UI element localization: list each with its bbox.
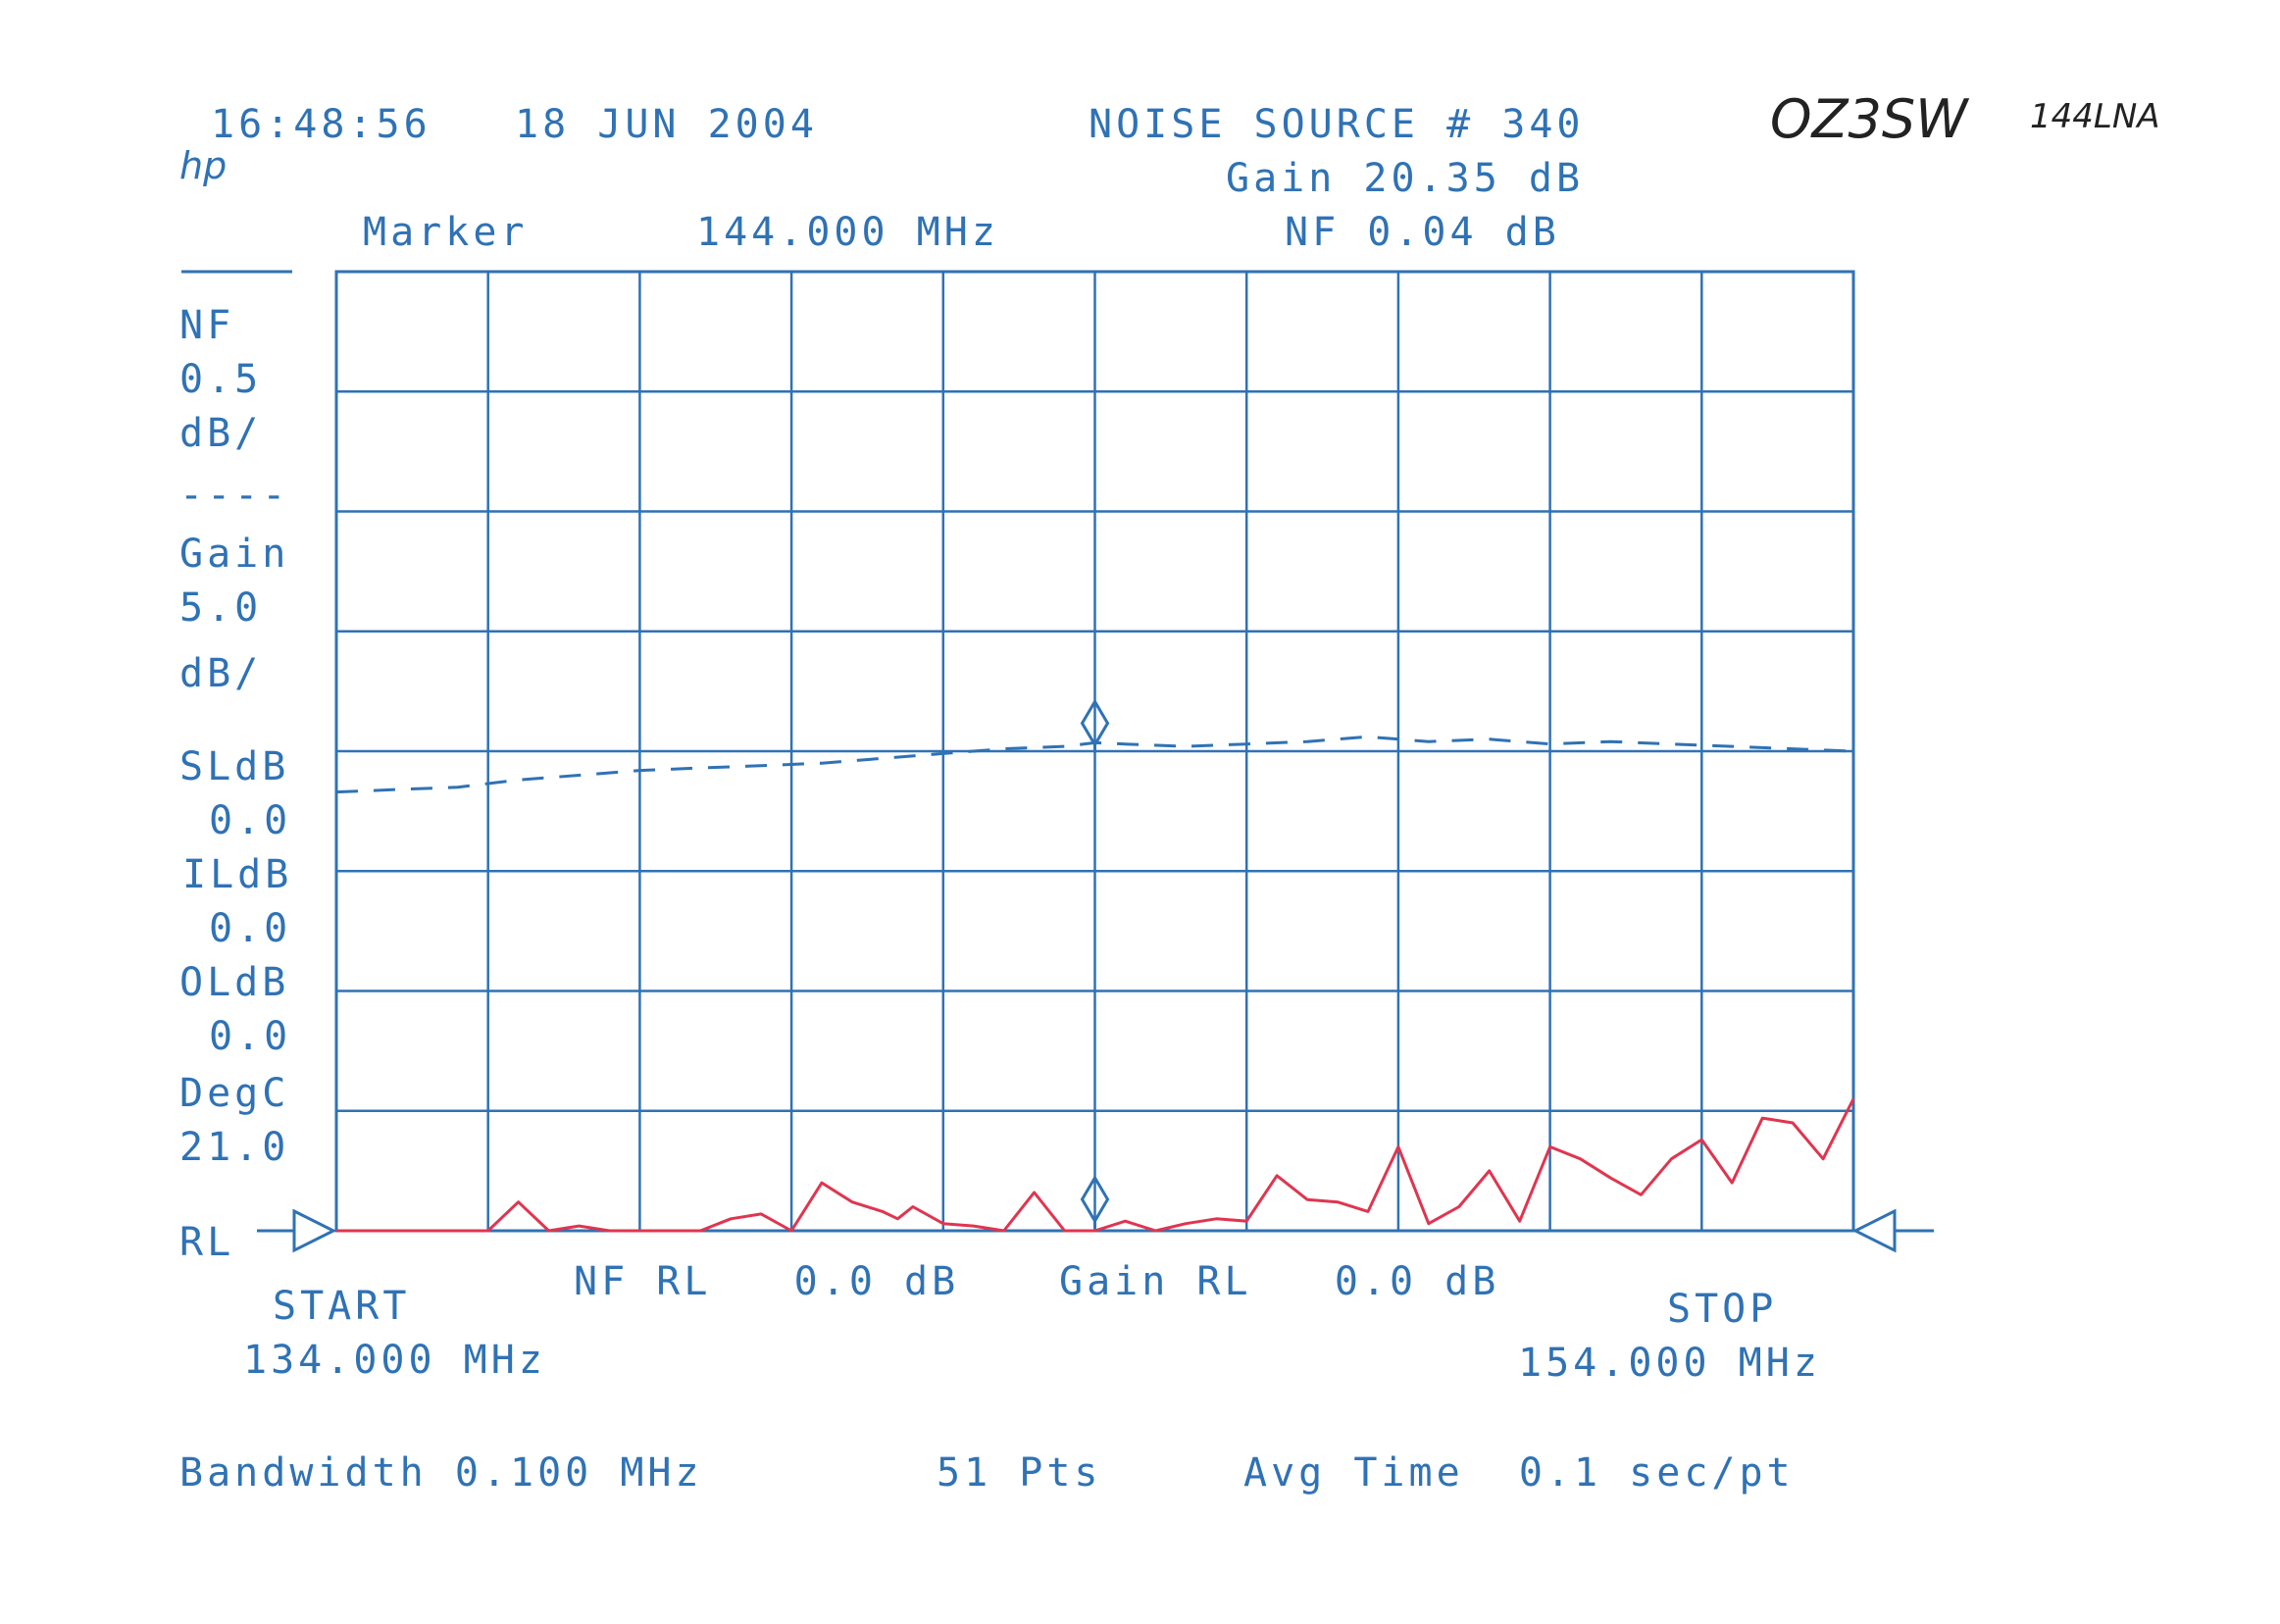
nf-scale-unit: dB/ xyxy=(179,411,262,456)
bandwidth-readout: Bandwidth 0.100 MHz xyxy=(179,1450,703,1496)
il-value: 0.0 xyxy=(209,906,291,951)
left-reference-arrow xyxy=(257,1208,337,1253)
gain-scale-title: Gain xyxy=(179,532,289,577)
noise-source-readout: NOISE SOURCE # 340 xyxy=(1089,102,1584,147)
sl-label: SLdB xyxy=(179,744,289,789)
time-readout: 16:48:56 xyxy=(211,102,431,147)
right-reference-arrow xyxy=(1851,1208,1934,1253)
rl-label: RL xyxy=(179,1220,234,1265)
nf-marker xyxy=(1080,1175,1110,1229)
stop-frequency: 154.000 MHz xyxy=(1518,1341,1821,1386)
handwritten-note: 144LNA xyxy=(2030,97,2160,136)
gain-marker xyxy=(1080,698,1110,753)
start-label: START xyxy=(273,1284,410,1329)
gain-rl-readout: Gain RL 0.0 dB xyxy=(1059,1259,1499,1304)
temperature-label: DegC xyxy=(179,1071,289,1116)
sl-value: 0.0 xyxy=(209,798,291,843)
nf-readout: NF 0.04 dB xyxy=(1285,210,1560,255)
points-readout: 51 Pts xyxy=(937,1450,1102,1496)
nf-scale-title: NF xyxy=(179,303,234,348)
ol-value: 0.0 xyxy=(209,1014,291,1059)
hp-logo: hp xyxy=(179,144,227,187)
handwritten-callsign: OZ3SW xyxy=(1770,88,1970,150)
plot-traces xyxy=(335,698,1855,1233)
scale-separator: ---- xyxy=(179,473,289,518)
il-label: ILdB xyxy=(182,852,292,897)
plot-grid xyxy=(334,270,1855,1233)
gain-scale-unit: dB/ xyxy=(179,651,262,696)
ol-label: OLdB xyxy=(179,960,289,1005)
marker-label: Marker xyxy=(363,210,529,255)
nf-scale-value: 0.5 xyxy=(179,357,262,402)
gain-scale-value: 5.0 xyxy=(179,585,262,631)
nf-rl-readout: NF RL 0.0 dB xyxy=(574,1259,959,1304)
start-frequency: 134.000 MHz xyxy=(243,1338,546,1383)
date-readout: 18 JUN 2004 xyxy=(515,102,818,147)
nf-trace xyxy=(336,1097,1855,1233)
marker-frequency: 144.000 MHz xyxy=(696,210,999,255)
stop-label: STOP xyxy=(1667,1287,1777,1332)
gain-readout: Gain 20.35 dB xyxy=(1226,156,1584,201)
avg-time-readout: Avg Time 0.1 sec/pt xyxy=(1243,1450,1795,1496)
temperature-value: 21.0 xyxy=(179,1125,289,1170)
